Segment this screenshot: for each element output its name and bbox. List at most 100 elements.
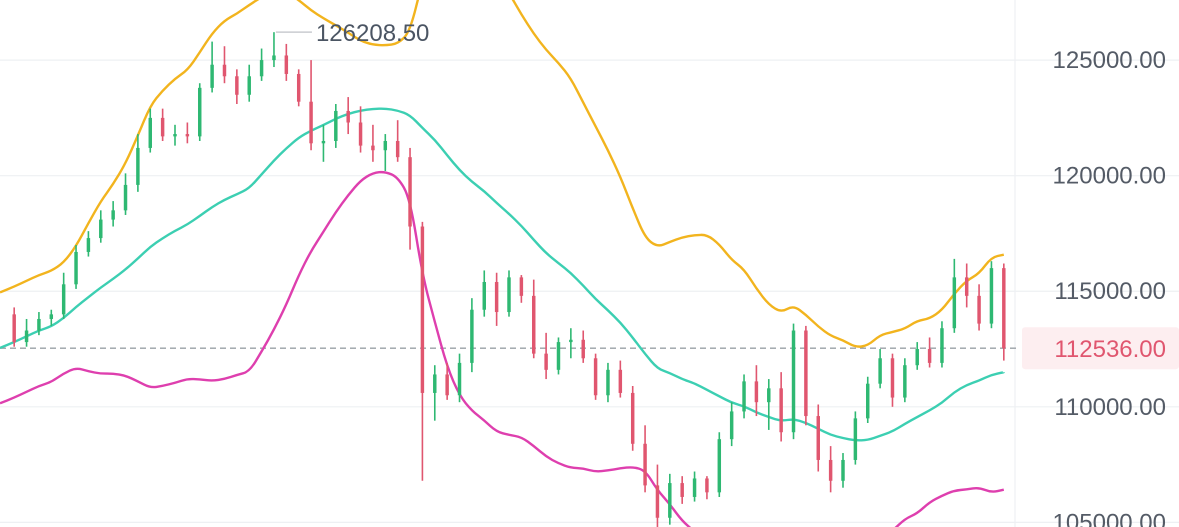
high-price-marker: 126208.50: [275, 20, 429, 47]
candle: [878, 349, 882, 389]
candle: [482, 270, 486, 317]
candle: [705, 476, 709, 500]
candle-body: [692, 478, 697, 497]
candle: [457, 353, 462, 403]
candle: [952, 258, 957, 333]
candle: [977, 284, 981, 331]
candle-body: [395, 140, 400, 158]
candle-body: [964, 277, 969, 296]
candle-body: [321, 140, 326, 144]
candle-body: [1002, 268, 1006, 349]
candle: [519, 275, 524, 303]
candle: [804, 325, 808, 426]
candle-body: [160, 117, 165, 137]
candle-body: [470, 309, 474, 363]
candle-body: [668, 483, 672, 518]
middle-band-line: [0, 107, 1005, 442]
candle-body: [247, 76, 251, 95]
candle: [222, 46, 227, 84]
candle: [754, 365, 759, 417]
candle: [123, 173, 128, 215]
candle-body: [123, 184, 128, 211]
candles: [12, 32, 1006, 527]
candle: [668, 473, 672, 525]
candle: [185, 122, 190, 144]
candle-body: [296, 73, 301, 102]
candle-body: [383, 140, 388, 151]
candle: [890, 353, 895, 407]
candle: [12, 307, 16, 347]
candle-body: [309, 101, 313, 144]
candle: [569, 328, 573, 359]
candle: [915, 342, 919, 370]
candle: [903, 358, 907, 403]
candle-body: [445, 374, 449, 396]
candle-body: [866, 383, 870, 419]
candle-body: [148, 117, 152, 148]
candle-body: [358, 122, 363, 146]
candle-body: [198, 87, 202, 137]
candle-body: [24, 330, 29, 343]
candle: [408, 147, 412, 250]
candle: [581, 330, 585, 363]
candle: [395, 120, 400, 162]
candle-body: [482, 281, 486, 310]
candle-body: [37, 318, 41, 331]
candle: [717, 432, 722, 497]
candle-body: [61, 284, 66, 315]
candle-body: [556, 342, 561, 370]
candle-body: [890, 358, 895, 398]
candle-body: [532, 295, 536, 354]
candle: [49, 309, 54, 326]
candle-body: [989, 268, 994, 324]
candle: [841, 453, 845, 488]
candle-body: [136, 147, 140, 185]
candle-body: [111, 210, 115, 220]
candle-body: [420, 226, 425, 393]
candle: [729, 402, 734, 447]
candle: [210, 41, 214, 93]
candle-body: [494, 281, 499, 313]
candle-body: [767, 388, 771, 403]
candle-body: [630, 392, 635, 444]
candle-body: [544, 353, 548, 370]
candle-body: [828, 459, 833, 481]
candle-body: [433, 374, 437, 393]
candle: [247, 64, 251, 102]
candle-body: [346, 110, 350, 123]
candle: [618, 360, 623, 398]
candle-body: [334, 110, 338, 141]
candle-body: [952, 277, 957, 329]
candle: [680, 476, 684, 504]
candle: [272, 32, 276, 68]
candle-body: [940, 328, 944, 363]
y-tick-label: 110000.00: [1054, 394, 1166, 421]
candle-body: [927, 349, 932, 363]
lower-band-line: [0, 170, 1005, 527]
candle-body: [717, 439, 722, 493]
candle: [136, 134, 140, 192]
candle-body: [915, 349, 919, 366]
candle: [321, 124, 326, 162]
candle-body: [173, 134, 177, 137]
candle: [445, 362, 449, 400]
candle: [259, 48, 264, 81]
candle-body: [371, 145, 375, 151]
candle-body: [272, 55, 276, 61]
upper-band-line: [0, 0, 1005, 348]
candle-body: [853, 418, 858, 460]
candle-body: [618, 369, 623, 393]
candle: [767, 379, 771, 430]
candle-body: [606, 369, 610, 396]
candle: [284, 43, 289, 81]
candle: [111, 201, 115, 227]
candle: [853, 411, 858, 465]
last-price-tag: 112536.00: [1022, 327, 1179, 370]
candle: [24, 318, 29, 347]
candle-body: [49, 314, 54, 319]
candle: [37, 312, 41, 336]
candle-body: [12, 314, 16, 343]
y-tick-label: 125000.00: [1053, 47, 1166, 74]
candle: [940, 321, 944, 368]
